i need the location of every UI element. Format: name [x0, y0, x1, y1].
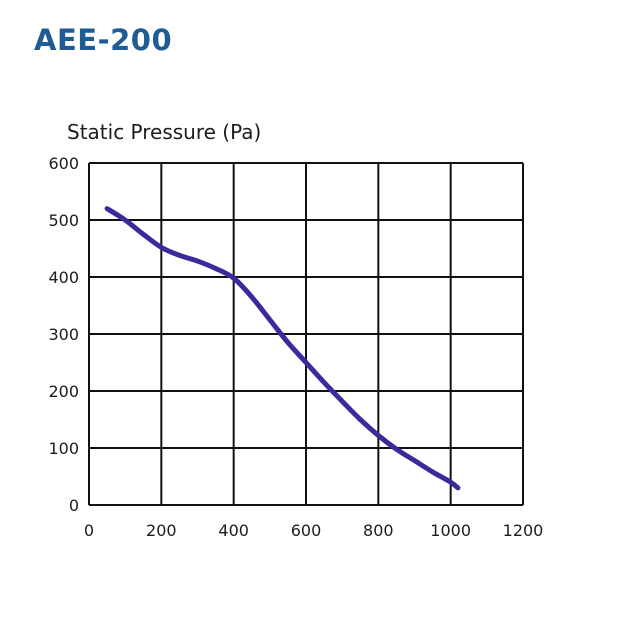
y-tick-label: 200 — [48, 382, 79, 401]
x-tick-label: 1200 — [503, 521, 544, 540]
y-tick-label: 600 — [48, 154, 79, 173]
y-tick-label: 400 — [48, 268, 79, 287]
tick-labels: 0 200 400 600 800 1000 1200 0 100 200 300 400 500 600 — [48, 154, 543, 540]
x-tick-label: 0 — [84, 521, 94, 540]
series-line-0 — [104, 206, 461, 491]
x-tick-label: 800 — [363, 521, 394, 540]
y-axis-label: Static Pressure (Pa) — [67, 120, 262, 144]
x-tick-label: 200 — [146, 521, 177, 540]
grid — [88, 162, 524, 506]
x-tick-label: 600 — [291, 521, 322, 540]
y-tick-label: 300 — [48, 325, 79, 344]
x-tick-label: 1000 — [430, 521, 471, 540]
y-tick-label: 500 — [48, 211, 79, 230]
y-tick-label: 0 — [69, 496, 79, 515]
series-layer — [104, 206, 461, 491]
y-tick-label: 100 — [48, 439, 79, 458]
chart-title: AEE-200 — [34, 23, 173, 57]
x-tick-label: 400 — [218, 521, 249, 540]
